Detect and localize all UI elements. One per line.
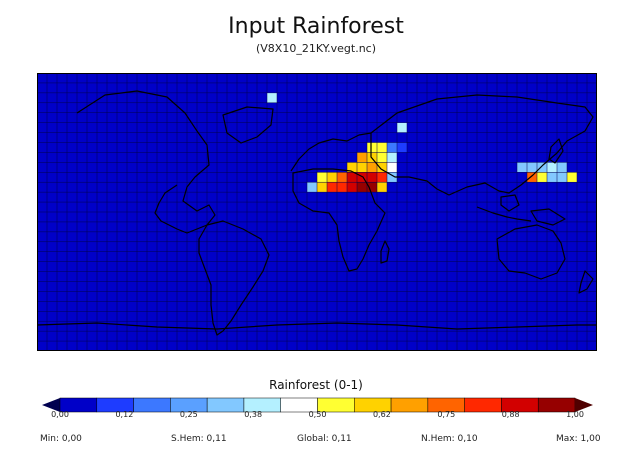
rainforest-cell [527, 172, 537, 183]
rainforest-cell [267, 92, 277, 103]
colorbar-tick-label: 0,88 [502, 410, 520, 418]
rainforest-cell [377, 182, 387, 193]
rainforest-cell [367, 162, 377, 173]
coast-south-america [198, 220, 270, 336]
colorbar-swatch [464, 397, 502, 413]
stat-north-hemisphere: N.Hem: 0,10 [421, 434, 478, 444]
coast-japan [548, 138, 564, 164]
rainforest-cell [337, 182, 347, 193]
coast-africa [292, 168, 386, 272]
coast-indonesia [476, 206, 532, 222]
rainforest-cell [357, 162, 367, 173]
coast-europe [290, 132, 372, 172]
rainforest-cell [547, 162, 557, 173]
coast-borneo [500, 194, 520, 212]
colorbar-tick-label: 0,38 [244, 410, 262, 418]
stat-max: Max: 1,00 [556, 434, 601, 444]
rainforest-cell [357, 152, 367, 163]
colorbar-tick-label: 0,75 [437, 410, 455, 418]
coast-australia [496, 224, 566, 280]
rainforest-cell [327, 172, 337, 183]
color-legend-labels: 0,00 0,12 0,25 0,38 0,50 0,62 0,75 0,88 1,00 [51, 410, 584, 418]
stat-min: Min: 0,00 [40, 434, 82, 444]
rainforest-cell [537, 162, 547, 173]
colorbar-right-arrow [575, 398, 593, 412]
color-legend-swatches [42, 397, 593, 413]
colorbar-left-arrow [42, 398, 60, 412]
chart-subtitle: (V8X10_21KY.vegt.nc) [255, 42, 377, 55]
colorbar-tick-label: 0,25 [180, 410, 198, 418]
rainforest-cell [347, 182, 357, 193]
stat-south-hemisphere: S.Hem: 0,11 [171, 434, 227, 444]
rainforest-cell [537, 172, 547, 183]
rainforest-cell [367, 182, 377, 193]
coast-new-guinea [530, 208, 566, 226]
rainforest-cell [387, 152, 397, 163]
rainforest-cell [357, 172, 367, 183]
rainforest-cell [367, 172, 377, 183]
rainforest-cell [357, 182, 367, 193]
rainforest-cell [377, 142, 387, 153]
rainforest-cell [347, 172, 357, 183]
rainforest-cell [387, 142, 397, 153]
rainforest-cell [377, 152, 387, 163]
colorbar-tick-label: 1,00 [566, 410, 584, 418]
rainforest-cell [397, 142, 407, 153]
coast-madagascar [380, 240, 390, 264]
rainforest-cell [557, 172, 567, 183]
world-map [37, 73, 597, 351]
rainforest-cell [567, 172, 577, 183]
colorbar-tick-label: 0,62 [373, 410, 391, 418]
rainforest-cell [547, 172, 557, 183]
coast-antarctica [37, 322, 597, 330]
rainforest-cell [557, 162, 567, 173]
colorbar-tick-label: 0,50 [309, 410, 327, 418]
rainforest-cell [327, 182, 337, 193]
coast-north-america [76, 90, 216, 226]
rainforest-cell [367, 142, 377, 153]
rainforest-cell [377, 162, 387, 173]
colorbar-swatch [206, 397, 245, 413]
rainforest-cell [317, 172, 327, 183]
rainforest-cell [317, 182, 327, 193]
map-frame [37, 73, 597, 351]
legend-title: Rainforest (0-1) [269, 378, 363, 392]
coast-asia [370, 94, 594, 196]
color-legend: 0,00 0,12 0,25 0,38 0,50 0,62 0,75 0,88 1,00 [42, 397, 593, 418]
coast-new-zealand [578, 270, 594, 294]
chart-title: Input Rainforest [228, 14, 404, 39]
rainforest-cell [397, 122, 407, 133]
rainforest-cell [307, 182, 317, 193]
rainforest-cell [387, 172, 397, 183]
coast-greenland [222, 106, 274, 144]
coast-central-america [154, 184, 208, 234]
rainforest-cell [517, 162, 527, 173]
colorbar-swatch [133, 397, 171, 413]
rainforest-cell [377, 172, 387, 183]
colorbar-tick-label: 0,00 [51, 410, 69, 418]
rainforest-cell [527, 162, 537, 173]
colorbar-swatch [390, 397, 429, 413]
rainforest-cell [347, 162, 357, 173]
stat-global: Global: 0,11 [297, 434, 352, 444]
colorbar-tick-label: 0,12 [115, 410, 133, 418]
coastlines [37, 90, 597, 336]
rainforest-cell [337, 172, 347, 183]
rainforest-cell [387, 162, 397, 173]
